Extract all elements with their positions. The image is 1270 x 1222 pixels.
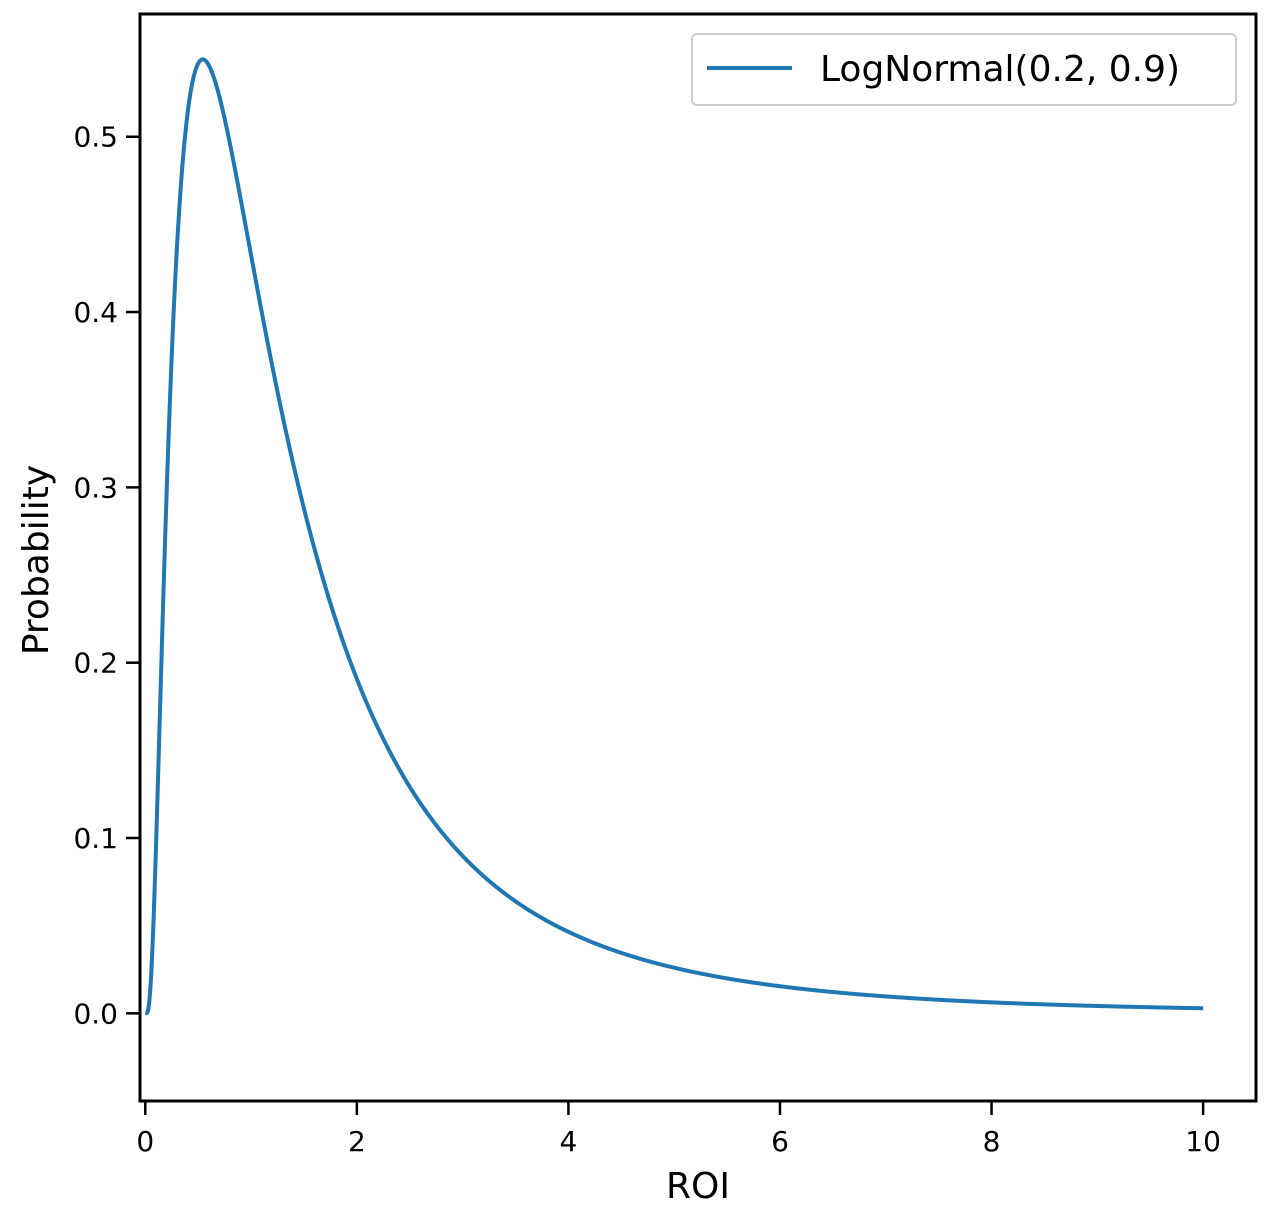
y-tick-label: 0.3: [73, 471, 118, 504]
y-tick-label: 0.0: [73, 997, 118, 1030]
y-tick-label: 0.2: [73, 647, 118, 680]
x-tick-label: 4: [560, 1125, 578, 1158]
legend-label: LogNormal(0.2, 0.9): [820, 49, 1180, 90]
plot-frame: [138, 12, 1258, 1103]
x-tick-label: 2: [348, 1125, 366, 1158]
legend: LogNormal(0.2, 0.9): [691, 33, 1237, 106]
ticks: 0 2 4 6 8 10 0.0 0.1 0.2 0.3 0.4 0.5: [73, 121, 1220, 1158]
y-tick-label: 0.1: [73, 822, 118, 855]
y-tick-label: 0.4: [73, 296, 118, 329]
x-tick-label: 8: [983, 1125, 1001, 1158]
legend-box: [691, 33, 1237, 106]
y-tick-label: 0.5: [73, 121, 118, 154]
y-axis-label: Probability: [16, 465, 57, 655]
series-line-lognormal: [143, 57, 1205, 1016]
x-tick-label: 0: [136, 1125, 154, 1158]
x-axis-label: ROI: [666, 1166, 730, 1207]
x-tick-label: 10: [1185, 1125, 1221, 1158]
x-tick-label: 6: [771, 1125, 789, 1158]
